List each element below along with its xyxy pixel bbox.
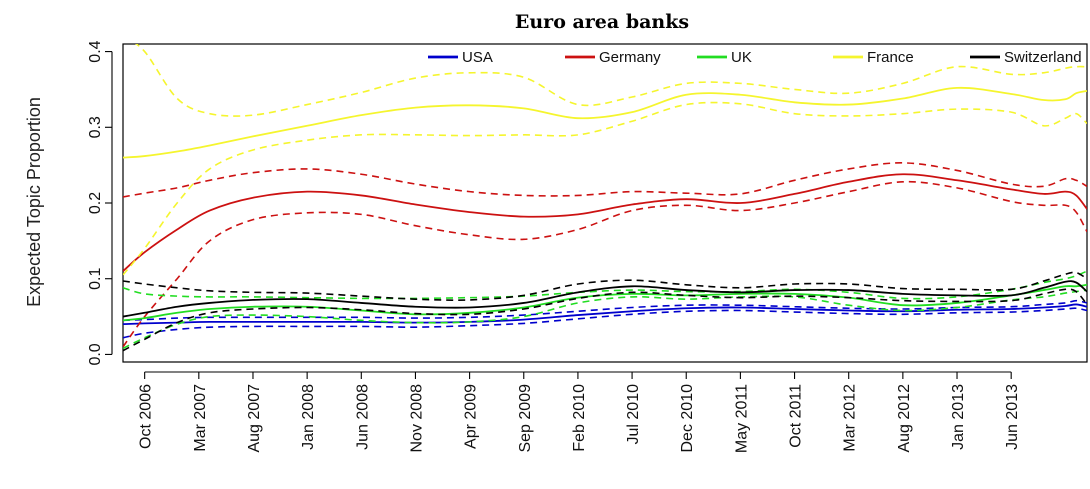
series-france-upper-ci <box>134 44 1087 117</box>
y-tick-label: 0.1 <box>87 267 104 289</box>
legend-item-france: France <box>833 49 914 66</box>
series-germany-mean-line <box>123 173 1087 272</box>
y-axis-label: Expected Topic Proportion <box>24 97 44 307</box>
chart-title: Euro area banks <box>515 11 689 33</box>
x-tick-label: Jan 2008 <box>300 384 317 450</box>
legend-item-usa: USA <box>428 49 493 66</box>
series-germany-lower-ci <box>123 180 1087 348</box>
legend-label: Switzerland <box>1004 49 1082 66</box>
series-switzerland-upper-ci <box>123 271 1087 301</box>
x-tick-label: Mar 2012 <box>842 384 859 452</box>
legend-item-switzerland: Switzerland <box>970 49 1082 66</box>
legend-item-germany: Germany <box>565 49 661 66</box>
series-usa-lower-ci <box>123 307 1087 339</box>
series-germany-upper-ci <box>123 162 1087 198</box>
legend-item-uk: UK <box>697 49 752 66</box>
x-tick-label: Nov 2008 <box>408 384 425 453</box>
plot-frame <box>122 43 1088 363</box>
x-tick-label: May 2011 <box>733 384 750 453</box>
series-france <box>123 44 1087 276</box>
x-tick-label: Oct 2011 <box>788 384 805 448</box>
series-uk-lower-ci <box>123 289 1087 350</box>
series-france-lower-ci <box>123 101 1087 276</box>
series-switzerland <box>123 271 1087 352</box>
legend-label: France <box>867 49 914 66</box>
y-tick-label: 0.4 <box>87 40 104 62</box>
series-lines <box>123 44 1087 352</box>
x-tick-label: Jan 2013 <box>950 384 967 450</box>
series-germany <box>123 162 1087 348</box>
x-tick-label: Feb 2010 <box>571 384 588 452</box>
series-usa <box>123 299 1087 339</box>
series-switzerland-mean-line <box>123 280 1087 318</box>
x-tick-label: Jul 2010 <box>625 384 642 445</box>
x-tick-label: Oct 2006 <box>138 384 155 449</box>
x-tick-label: Aug 2012 <box>896 384 913 453</box>
legend: USA Germany UK France Switzerland <box>428 49 1082 66</box>
legend-label: Germany <box>599 49 661 66</box>
x-tick-label: Dec 2010 <box>679 384 696 453</box>
y-axis: 0.0 0.1 0.2 0.3 0.4 <box>87 40 113 366</box>
x-axis: Oct 2006 Mar 2007 Aug 2007 Jan 2008 Jun 2008… <box>138 371 1021 453</box>
legend-label: UK <box>731 49 752 66</box>
y-tick-label: 0.3 <box>87 116 104 138</box>
x-tick-label: Sep 2009 <box>517 384 534 453</box>
x-tick-label: Jun 2013 <box>1004 384 1021 450</box>
x-tick-label: Apr 2009 <box>463 384 480 449</box>
series-france-mean-line <box>123 86 1087 159</box>
x-tick-label: Aug 2007 <box>246 384 263 453</box>
x-tick-label: Jun 2008 <box>354 384 371 450</box>
series-usa-mean-line <box>123 303 1087 326</box>
y-tick-label: 0.0 <box>87 343 104 365</box>
legend-label: USA <box>462 49 493 66</box>
series-switzerland-lower-ci <box>123 288 1087 352</box>
y-tick-label: 0.2 <box>87 192 104 214</box>
x-tick-label: Mar 2007 <box>192 384 209 452</box>
series-usa-upper-ci <box>123 299 1087 322</box>
